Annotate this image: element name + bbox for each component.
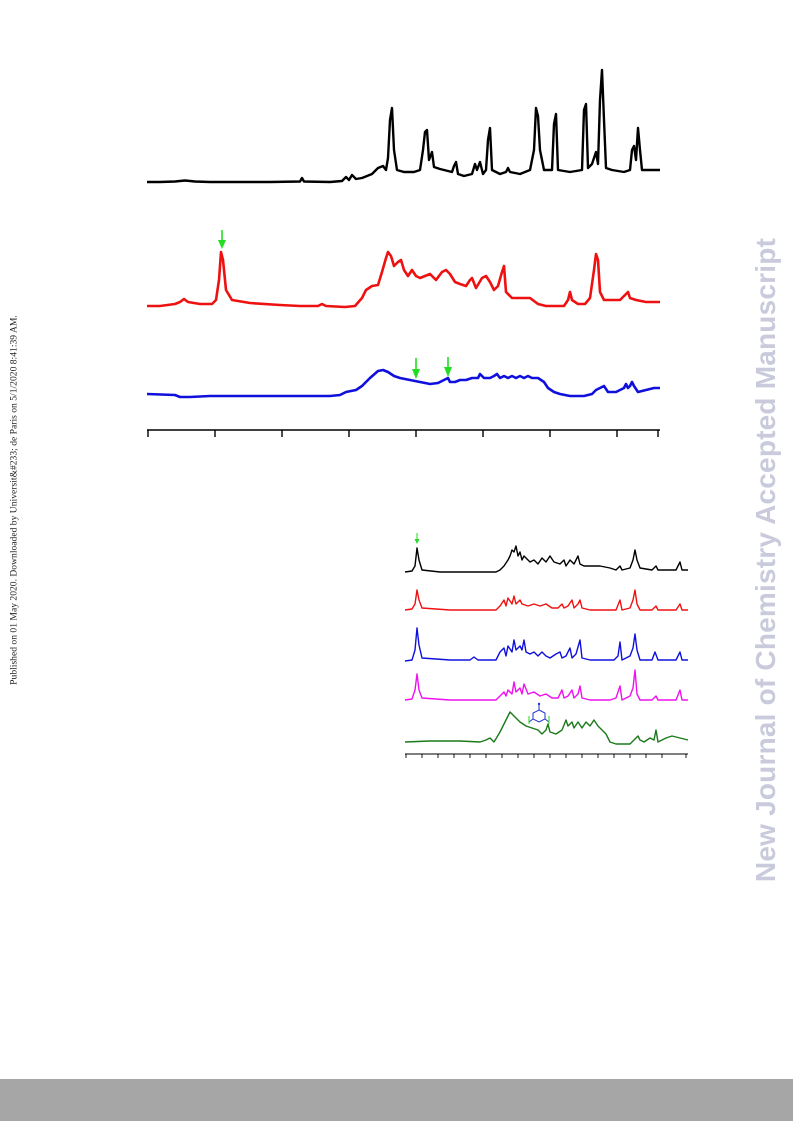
trace-a-red [147, 250, 660, 309]
arrow-icon [414, 533, 420, 544]
trace-a-blue [146, 368, 660, 399]
trace-b-blue [404, 627, 688, 662]
arrow-icon [444, 357, 452, 377]
x-axis-b-ticks [405, 754, 687, 758]
arrow-icon [218, 230, 226, 249]
x-axis-a-ticks [147, 430, 659, 437]
trace-b-black [404, 545, 688, 573]
figure-a [146, 68, 660, 437]
figure-b [404, 533, 689, 758]
trace-b-red [404, 589, 688, 611]
trace-a-black [147, 68, 660, 184]
trace-b-magenta [404, 669, 688, 701]
molecule-structure-icon [528, 702, 550, 724]
trace-b-green [404, 711, 689, 745]
arrow-icon [412, 358, 420, 379]
footer-bar [0, 1079, 793, 1121]
